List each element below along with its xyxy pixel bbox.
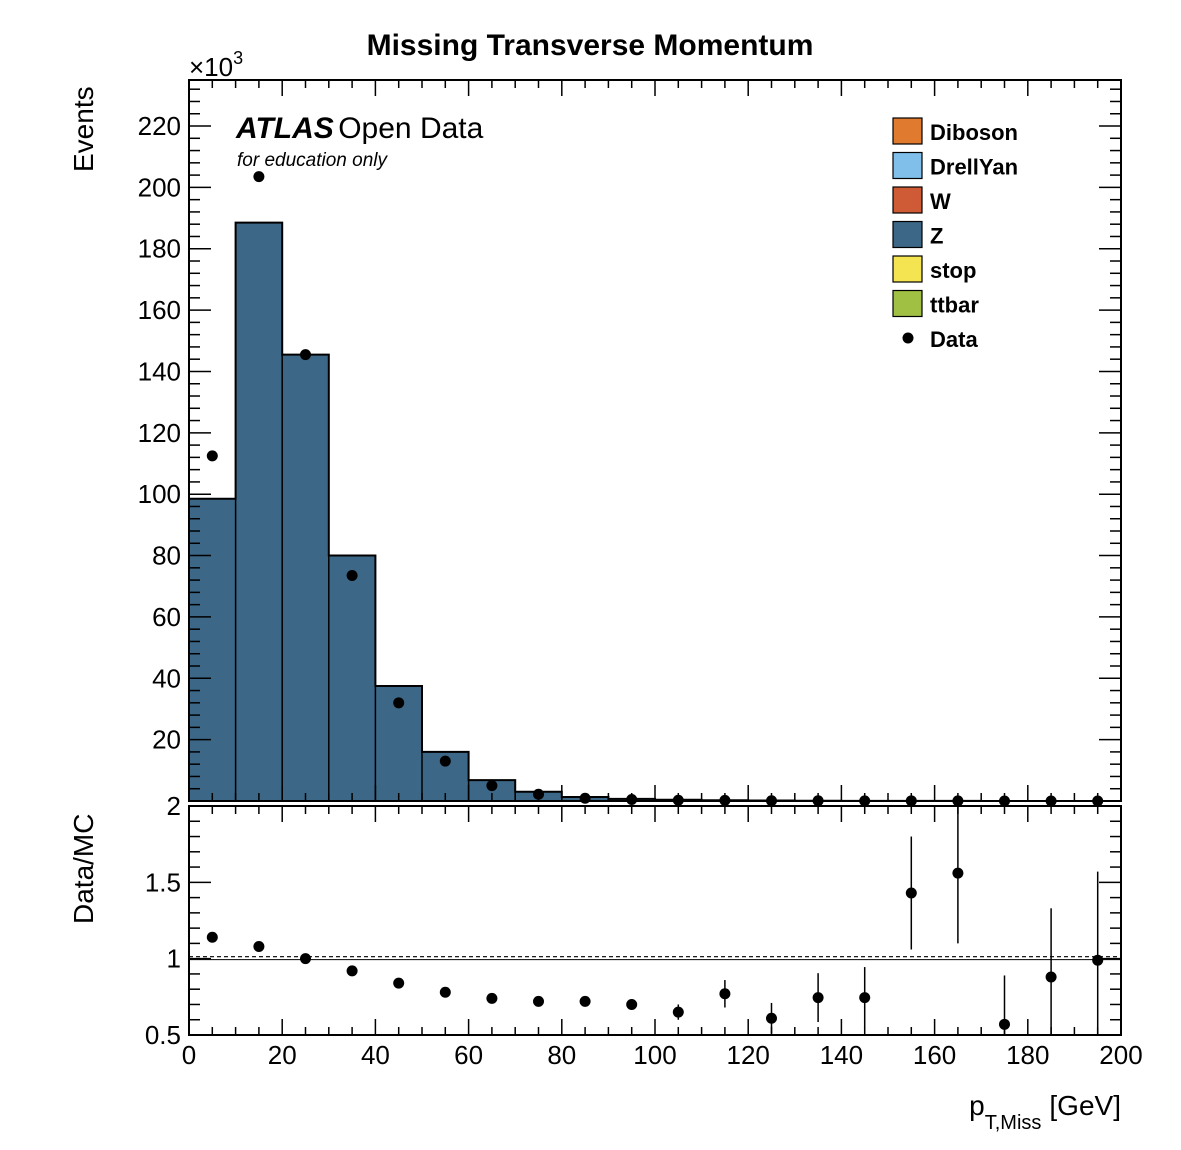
stacked-bars [188, 221, 1122, 802]
ratio-point [626, 998, 638, 1010]
data-point [393, 697, 405, 709]
ratio-point [300, 953, 311, 965]
bar-z [189, 498, 236, 801]
x-tick-label: 160 [913, 1040, 956, 1070]
legend-label-data: Data [930, 327, 978, 352]
data-point [300, 349, 311, 361]
ratio-point [1092, 954, 1104, 966]
atlas-open-data-text: Open Data [338, 112, 483, 145]
x-tick-label: 140 [820, 1040, 863, 1070]
ratio-point [346, 965, 358, 977]
y-tick-label: 100 [138, 479, 181, 509]
x-axis-label-main: p [969, 1090, 985, 1121]
ratio-point [533, 995, 544, 1007]
ratio-point [905, 887, 917, 899]
y-axis-multiplier-exponent: 3 [233, 48, 243, 68]
y-tick-label: 120 [138, 418, 181, 448]
x-tick-label: 20 [268, 1040, 297, 1070]
data-point [253, 171, 265, 183]
x-tick-label: 120 [727, 1040, 770, 1070]
legend-label-ttbar: ttbar [930, 293, 979, 318]
ratio-point [672, 1006, 684, 1018]
legend-label-diboson: Diboson [930, 120, 1018, 145]
data-point [439, 755, 451, 767]
ratio-point [812, 992, 824, 1004]
ratio-point [439, 986, 451, 998]
bar-z [282, 354, 329, 801]
legend-label-drellyan: DrellYan [930, 155, 1018, 180]
legend-marker-data [902, 332, 914, 344]
legend-label-stop: stop [930, 258, 976, 283]
data-point [206, 450, 218, 462]
data-point [486, 780, 498, 792]
legend-swatch-ttbar [892, 289, 923, 318]
legend-swatch-drellyan [892, 151, 923, 180]
legend-swatch-stop [892, 255, 923, 283]
ratio-point [999, 1018, 1010, 1030]
x-axis-label: pT,Miss [GeV] [969, 1090, 1121, 1134]
ratio-points [206, 806, 1104, 1035]
ratio-point [486, 992, 498, 1004]
main-panel: 20 40 60 80 100 120 140 160 180 200 220 Events ×10… [68, 48, 1122, 807]
legend-swatch-w [892, 186, 923, 214]
legend-swatch-z [892, 220, 923, 249]
ratio-point [952, 867, 964, 879]
ratio-plot-frame [188, 805, 1122, 1036]
bar-z [235, 222, 283, 801]
y-axis-multiplier: ×103 [189, 48, 243, 82]
ratio-y-tick-label: 1 [167, 944, 181, 974]
y-tick-label: 160 [138, 295, 181, 325]
atlas-subtitle: for education only [237, 150, 388, 171]
x-tick-label: 0 [182, 1040, 196, 1070]
legend-label-w: W [930, 189, 951, 214]
atlas-label: ATLAS Open Data [235, 112, 484, 145]
data-point [346, 569, 358, 581]
x-tick-label: 200 [1099, 1040, 1142, 1070]
atlas-bold-text: ATLAS [235, 112, 334, 145]
y-tick-label: 180 [138, 234, 181, 264]
y-axis-multiplier-base: ×10 [189, 52, 233, 82]
legend-swatch-diboson [892, 117, 923, 145]
x-axis-label-unit: [GeV] [1049, 1090, 1121, 1121]
x-tick-label: 80 [547, 1040, 576, 1070]
y-tick-label: 60 [152, 602, 181, 632]
x-tick-label: 100 [633, 1040, 676, 1070]
ratio-axis-ticks: 0.511.520 20 40 60 80 100 120 140 160 180 200 [145, 791, 1143, 1070]
y-tick-label: 220 [138, 111, 181, 141]
ratio-panel: 0.511.520 20 40 60 80 100 120 140 160 180 200 Data… [68, 791, 1143, 1134]
ratio-y-axis-label: Data/MC [68, 814, 99, 924]
chart-title: Missing Transverse Momentum [367, 29, 814, 62]
ratio-point [719, 988, 731, 1000]
ratio-point [766, 1012, 777, 1024]
bar-z [328, 555, 376, 801]
y-tick-label: 20 [152, 725, 181, 755]
ratio-y-tick-label: 2 [167, 791, 181, 821]
main-plot-frame [188, 79, 1122, 802]
ratio-point [1045, 971, 1057, 983]
ratio-point [206, 931, 218, 943]
y-axis-label: Events [68, 86, 99, 172]
ratio-y-tick-label: 1.5 [145, 867, 181, 897]
ratio-point [393, 977, 405, 989]
y-tick-label: 140 [138, 356, 181, 386]
x-tick-label: 40 [361, 1040, 390, 1070]
x-tick-label: 60 [454, 1040, 483, 1070]
x-tick-label: 180 [1006, 1040, 1049, 1070]
ratio-y-tick-label: 0.5 [145, 1020, 181, 1050]
x-axis-label-subscript: T,Miss [985, 1112, 1042, 1134]
legend-label-z: Z [930, 224, 943, 249]
y-tick-label: 80 [152, 541, 181, 571]
ratio-point [253, 940, 265, 952]
ratio-point [579, 995, 591, 1007]
ratio-point [859, 992, 871, 1004]
y-tick-label: 40 [152, 663, 181, 693]
y-tick-label: 200 [138, 172, 181, 202]
